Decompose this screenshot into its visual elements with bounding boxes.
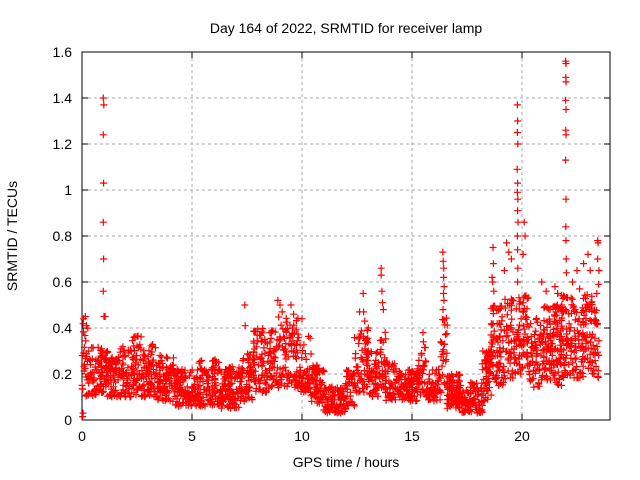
y-axis-label: SRMTID / TECUs	[4, 181, 20, 291]
y-tick-label: 1.6	[53, 44, 73, 60]
x-tick-label: 0	[78, 428, 86, 444]
chart-title: Day 164 of 2022, SRMTID for receiver lam…	[210, 20, 483, 36]
y-tick-label: 1	[64, 182, 72, 198]
y-tick-label: 0.2	[53, 366, 73, 382]
x-tick-label: 20	[514, 428, 530, 444]
y-tick-label: 1.4	[53, 90, 73, 106]
y-tick-label: 0	[64, 412, 72, 428]
x-axis-label: GPS time / hours	[293, 454, 400, 470]
y-tick-label: 0.4	[53, 320, 73, 336]
x-tick-label: 5	[188, 428, 196, 444]
tick-labels: 0 5 10 15 20 0 0.2 0.4 0.6 0.8 1 1.2 1.4 1.6	[53, 44, 530, 444]
y-tick-label: 0.6	[53, 274, 73, 290]
data-points	[78, 57, 603, 421]
x-tick-label: 10	[294, 428, 310, 444]
y-tick-label: 1.2	[53, 136, 73, 152]
y-tick-label: 0.8	[53, 228, 73, 244]
x-tick-label: 15	[404, 428, 420, 444]
